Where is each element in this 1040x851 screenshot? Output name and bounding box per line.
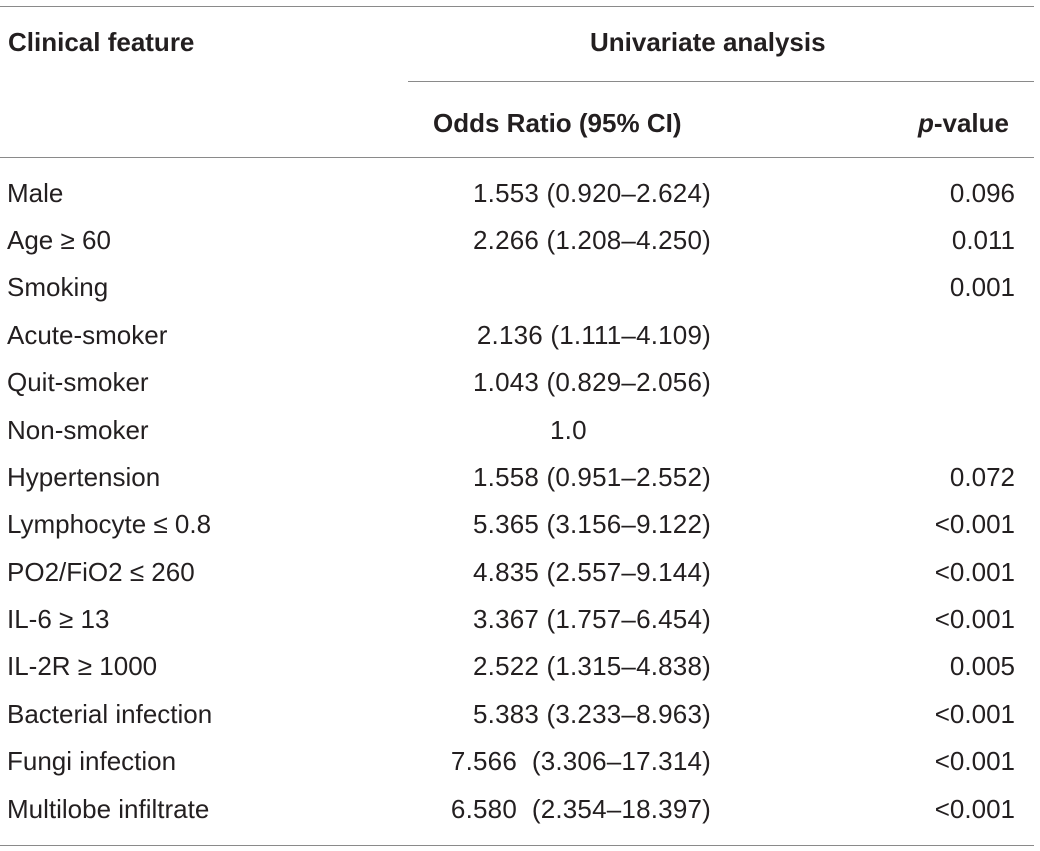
p-value-cell: 0.001 bbox=[949, 272, 1015, 302]
p-value-cell: <0.001 bbox=[934, 794, 1015, 824]
header-p-value: p-value bbox=[918, 110, 1009, 136]
feature-cell: Non-smoker bbox=[7, 415, 149, 445]
table-row: Multilobe infiltrate 6.580 (2.354–18.397… bbox=[0, 794, 1040, 824]
p-value-cell: 0.096 bbox=[949, 178, 1015, 208]
p-value-cell: 0.011 bbox=[951, 225, 1015, 255]
odds-ratio-cell: 1.553 (0.920–2.624) bbox=[473, 178, 711, 208]
table-row: Bacterial infection 5.383 (3.233–8.963) … bbox=[0, 699, 1040, 729]
feature-cell: Fungi infection bbox=[7, 746, 177, 776]
odds-ratio-cell: 1.0 bbox=[550, 415, 587, 445]
feature-cell: Hypertension bbox=[7, 462, 161, 492]
table-row: Lymphocyte ≤ 0.8 5.365 (3.156–9.122) <0.… bbox=[0, 509, 1040, 539]
table-row: Quit-smoker 1.043 (0.829–2.056) bbox=[0, 367, 1040, 397]
top-rule bbox=[0, 6, 1034, 7]
feature-cell: IL-6 ≥ 13 bbox=[7, 604, 110, 634]
table-row: Age ≥ 60 2.266 (1.208–4.250) 0.011 bbox=[0, 225, 1040, 255]
header-rule bbox=[0, 157, 1034, 158]
header-univariate-analysis: Univariate analysis bbox=[590, 27, 826, 57]
table-row: IL-6 ≥ 13 3.367 (1.757–6.454) <0.001 bbox=[0, 604, 1040, 634]
p-value-cell: <0.001 bbox=[934, 509, 1015, 539]
feature-cell: Male bbox=[7, 178, 64, 208]
table-row: Acute-smoker 2.136 (1.111–4.109) bbox=[0, 320, 1040, 350]
feature-cell: Lymphocyte ≤ 0.8 bbox=[7, 509, 212, 539]
p-value-cell: <0.001 bbox=[934, 557, 1015, 587]
feature-cell: IL-2R ≥ 1000 bbox=[7, 651, 158, 681]
odds-ratio-cell: 2.266 (1.208–4.250) bbox=[473, 225, 711, 255]
table-row: Smoking 0.001 bbox=[0, 272, 1040, 302]
odds-ratio-cell: 1.558 (0.951–2.552) bbox=[473, 462, 711, 492]
feature-cell: Smoking bbox=[7, 272, 109, 302]
odds-ratio-cell: 2.136 (1.111–4.109) bbox=[476, 320, 711, 350]
header-clinical-feature: Clinical feature bbox=[8, 27, 195, 57]
feature-cell: Multilobe infiltrate bbox=[7, 794, 210, 824]
p-value-cell: <0.001 bbox=[934, 699, 1015, 729]
feature-cell: Age ≥ 60 bbox=[7, 225, 111, 255]
p-value-cell: 0.005 bbox=[949, 651, 1015, 681]
odds-ratio-cell: 6.580 (2.354–18.397) bbox=[450, 794, 711, 824]
table-row: Non-smoker 1.0 bbox=[0, 415, 1040, 445]
p-value-cell: <0.001 bbox=[934, 746, 1015, 776]
header-p-italic: p bbox=[917, 108, 934, 138]
odds-ratio-cell: 1.043 (0.829–2.056) bbox=[473, 367, 711, 397]
bottom-rule bbox=[0, 845, 1034, 846]
odds-ratio-cell: 5.383 (3.233–8.963) bbox=[473, 699, 711, 729]
p-value-cell: 0.072 bbox=[949, 462, 1015, 492]
table-row: Hypertension 1.558 (0.951–2.552) 0.072 bbox=[0, 462, 1040, 492]
table-row: PO2/FiO2 ≤ 260 4.835 (2.557–9.144) <0.00… bbox=[0, 557, 1040, 587]
header-odds-ratio: Odds Ratio (95% CI) bbox=[433, 108, 682, 138]
odds-ratio-cell: 4.835 (2.557–9.144) bbox=[473, 557, 711, 587]
header-p-rest: -value bbox=[933, 108, 1009, 138]
table-row: IL-2R ≥ 1000 2.522 (1.315–4.838) 0.005 bbox=[0, 651, 1040, 681]
odds-ratio-cell: 2.522 (1.315–4.838) bbox=[473, 651, 711, 681]
odds-ratio-cell: 3.367 (1.757–6.454) bbox=[473, 604, 711, 634]
odds-ratio-cell: 7.566 (3.306–17.314) bbox=[450, 746, 711, 776]
feature-cell: Acute-smoker bbox=[7, 320, 168, 350]
feature-cell: Bacterial infection bbox=[7, 699, 213, 729]
feature-cell: PO2/FiO2 ≤ 260 bbox=[7, 557, 195, 587]
table-row: Fungi infection 7.566 (3.306–17.314) <0.… bbox=[0, 746, 1040, 776]
group-rule bbox=[408, 81, 1034, 82]
feature-cell: Quit-smoker bbox=[7, 367, 149, 397]
odds-ratio-cell: 5.365 (3.156–9.122) bbox=[473, 509, 711, 539]
p-value-cell: <0.001 bbox=[934, 604, 1015, 634]
table-row: Male 1.553 (0.920–2.624) 0.096 bbox=[0, 178, 1040, 208]
